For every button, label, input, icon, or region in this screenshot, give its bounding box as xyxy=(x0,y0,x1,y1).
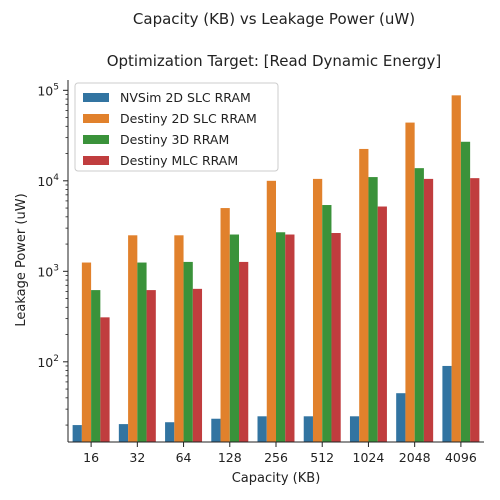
bar-2048-series-0 xyxy=(396,393,406,442)
bar-16-series-1 xyxy=(81,262,92,442)
legend: NVSim 2D SLC RRAM Destiny 2D SLC RRAM Dest… xyxy=(74,82,279,172)
bar-16-series-0 xyxy=(72,425,82,442)
x-axis: 16 32 64 128 256 512 1024 2048 4096 xyxy=(68,441,484,465)
bar-2048-series-3 xyxy=(423,178,434,442)
y-tick-label: 102 xyxy=(37,354,59,370)
legend-swatch xyxy=(83,156,109,165)
legend-frame xyxy=(74,82,279,172)
x-tick-label: 32 xyxy=(129,450,145,465)
x-tick-label: 1024 xyxy=(353,450,385,465)
x-tick-label: 2048 xyxy=(399,450,431,465)
legend-entry: NVSim 2D SLC RRAM xyxy=(120,90,251,105)
bar-256-series-2 xyxy=(276,232,286,442)
bar-2048-series-1 xyxy=(405,122,415,442)
legend-entry: Destiny 3D RRAM xyxy=(120,132,229,147)
bar-512-series-1 xyxy=(312,178,323,442)
bar-64-series-3 xyxy=(192,288,203,442)
chart-subtitle: Optimization Target: [Read Dynamic Energ… xyxy=(107,52,442,70)
bar-1024-series-2 xyxy=(368,177,378,442)
legend-swatch xyxy=(83,114,109,123)
bar-4096-series-2 xyxy=(460,141,471,442)
bar-64-series-2 xyxy=(183,261,193,442)
legend-entry: Destiny MLC RRAM xyxy=(120,153,238,168)
x-tick-label: 256 xyxy=(264,450,288,465)
x-tick-label: 4096 xyxy=(445,450,477,465)
y-tick-label: 104 xyxy=(37,173,59,189)
bars-group xyxy=(72,95,480,442)
bar-32-series-3 xyxy=(146,290,156,442)
bar-2048-series-2 xyxy=(414,168,424,442)
bar-256-series-3 xyxy=(285,234,295,442)
bar-16-series-3 xyxy=(100,317,110,442)
bar-128-series-1 xyxy=(220,208,230,442)
y-tick-label: 103 xyxy=(37,263,59,279)
bar-128-series-0 xyxy=(211,418,221,442)
legend-swatch xyxy=(83,135,109,144)
bar-128-series-3 xyxy=(239,261,249,442)
x-tick-label: 16 xyxy=(83,450,99,465)
bar-64-series-1 xyxy=(174,235,184,442)
bar-128-series-2 xyxy=(229,234,240,442)
legend-swatch xyxy=(83,93,109,102)
bar-32-series-2 xyxy=(137,262,147,442)
y-axis: 102 103 104 105 xyxy=(37,80,69,442)
chart-title: Capacity (KB) vs Leakage Power (uW) xyxy=(133,10,415,28)
bar-64-series-0 xyxy=(165,422,175,442)
legend-entry: Destiny 2D SLC RRAM xyxy=(120,111,257,126)
bar-256-series-0 xyxy=(257,416,267,442)
bar-32-series-0 xyxy=(118,424,129,442)
bar-4096-series-0 xyxy=(442,365,452,442)
bar-16-series-2 xyxy=(91,290,101,442)
y-tick-label: 105 xyxy=(37,82,59,98)
bar-32-series-1 xyxy=(128,235,138,442)
bar-4096-series-1 xyxy=(451,95,461,442)
y-axis-label: Leakage Power (uW) xyxy=(14,193,29,326)
x-tick-label: 512 xyxy=(310,450,334,465)
bar-512-series-0 xyxy=(303,416,313,442)
x-tick-label: 128 xyxy=(218,450,242,465)
bar-1024-series-3 xyxy=(377,206,387,442)
x-axis-label: Capacity (KB) xyxy=(232,471,321,486)
bar-512-series-3 xyxy=(331,233,341,442)
bar-1024-series-0 xyxy=(349,416,360,442)
bar-512-series-2 xyxy=(322,205,332,442)
x-tick-label: 64 xyxy=(176,450,192,465)
bar-1024-series-1 xyxy=(359,148,369,442)
bar-256-series-1 xyxy=(266,180,276,442)
bar-4096-series-3 xyxy=(470,178,480,442)
